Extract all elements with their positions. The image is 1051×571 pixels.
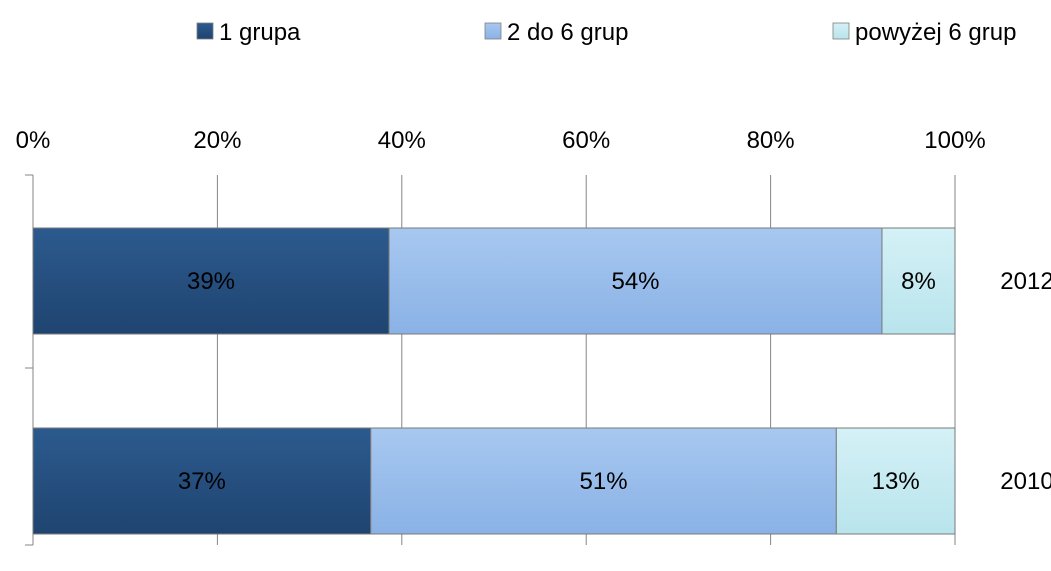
x-tick-label: 100%	[924, 127, 985, 154]
data-label: 37%	[178, 468, 226, 495]
data-label: 8%	[901, 268, 936, 295]
data-label: 39%	[187, 268, 235, 295]
x-tick-label: 80%	[747, 127, 795, 154]
data-label: 13%	[872, 468, 920, 495]
data-label: 51%	[580, 468, 628, 495]
legend-swatch-1	[196, 22, 214, 40]
x-tick-label: 20%	[193, 127, 241, 154]
bar-segment-2012-2	[388, 227, 883, 335]
x-axis-tick-labels: 0% 20% 40% 60% 80% 100%	[16, 127, 986, 154]
legend-swatch-3	[832, 22, 850, 40]
category-labels: 2012 2010	[1000, 268, 1051, 495]
category-label-2010: 2010	[1000, 468, 1051, 495]
x-tick-label: 60%	[562, 127, 610, 154]
legend-label-3: powyżej 6 grup	[855, 19, 1016, 46]
x-tick-label: 40%	[378, 127, 426, 154]
legend-swatch-2	[484, 22, 502, 40]
bar-segment-2010-3	[835, 427, 956, 535]
bar-segment-2010-1	[32, 427, 372, 535]
bars	[32, 227, 956, 535]
legend-label-1: 1 grupa	[219, 19, 301, 46]
legend-label-2: 2 do 6 grup	[507, 19, 628, 46]
bar-segment-2012-3	[881, 227, 956, 335]
category-label-2012: 2012	[1000, 268, 1051, 295]
x-tick-label: 0%	[16, 127, 51, 154]
data-labels: 39% 54% 8% 37% 51% 13%	[178, 268, 936, 495]
bar-segment-2010-2	[370, 427, 837, 535]
legend: 1 grupa 2 do 6 grup powyżej 6 grup	[196, 19, 1016, 46]
data-label: 54%	[611, 268, 659, 295]
